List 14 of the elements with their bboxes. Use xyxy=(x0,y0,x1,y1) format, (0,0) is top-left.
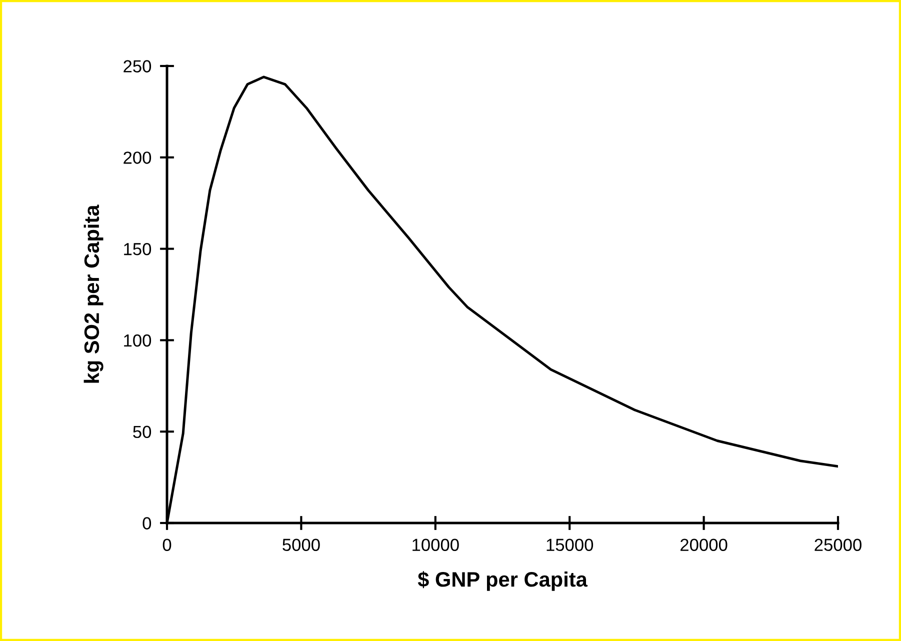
y-axis-title: kg SO2 per Capita xyxy=(84,204,104,383)
x-tick-label: 25000 xyxy=(814,538,862,552)
x-tick-label: 15000 xyxy=(546,538,594,552)
y-tick-label: 250 xyxy=(124,60,152,72)
x-tick-label: 5000 xyxy=(282,538,320,552)
y-tick-label: 200 xyxy=(124,152,152,164)
x-tick-label: 10000 xyxy=(412,538,459,552)
x-tick-label: 20000 xyxy=(680,538,728,552)
y-tick-label: 150 xyxy=(124,242,152,256)
x-axis-title: $ GNP per Capita xyxy=(418,571,588,591)
y-tick-label: 100 xyxy=(124,334,152,347)
y-tick-label: 0 xyxy=(142,517,152,530)
y-tick-label: 50 xyxy=(133,426,152,438)
x-tick-label: 0 xyxy=(162,538,172,552)
